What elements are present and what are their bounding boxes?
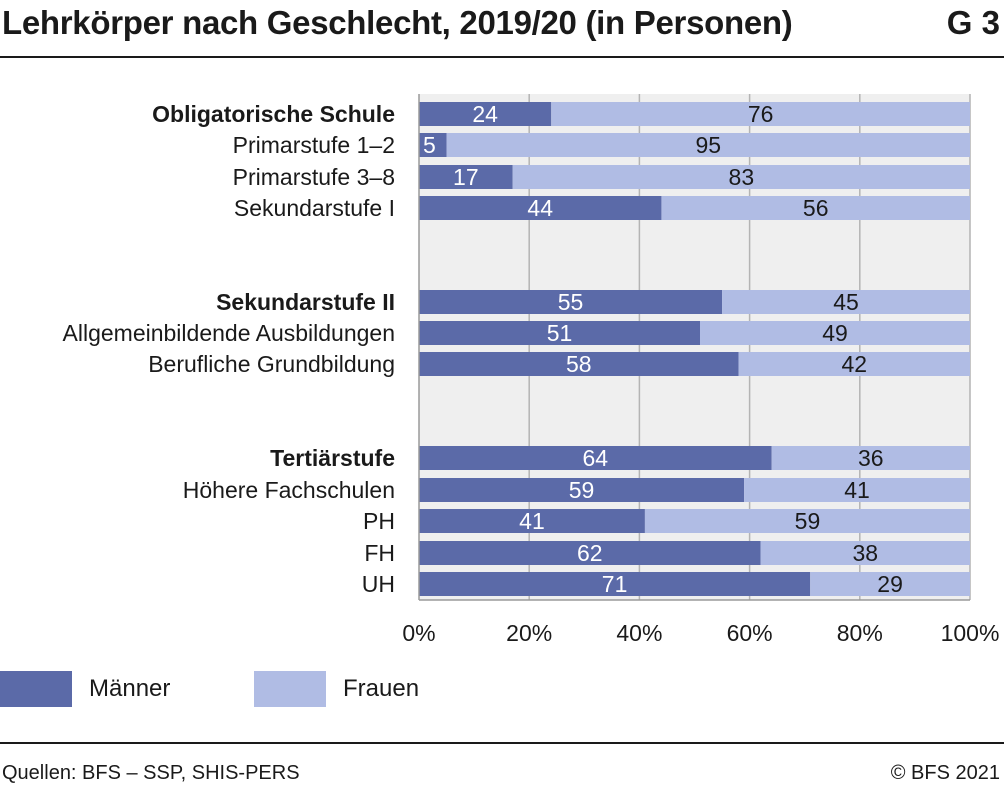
data-label-frauen: 42	[841, 351, 867, 377]
footer-rule	[0, 742, 1004, 744]
bar-segment-frauen	[738, 352, 970, 376]
data-label-maenner: 5	[423, 132, 436, 158]
bar-segment-frauen	[810, 572, 970, 596]
category-label: Primarstufe 3–8	[233, 164, 395, 190]
legend-label-frauen: Frauen	[343, 675, 420, 702]
data-label-maenner: 71	[602, 571, 628, 597]
bar-segment-maenner	[419, 165, 513, 189]
bar-segment-frauen	[661, 196, 970, 220]
bar-segment-frauen	[722, 290, 970, 314]
x-tick-label: 0%	[402, 620, 435, 646]
data-label-frauen: 49	[822, 320, 848, 346]
legend-label-maenner: Männer	[89, 675, 171, 702]
x-tick-label: 40%	[616, 620, 662, 646]
bar-segment-maenner	[419, 352, 739, 376]
bar-segment-maenner	[419, 133, 447, 157]
x-tick-label: 60%	[727, 620, 773, 646]
data-label-maenner: 24	[472, 101, 498, 127]
category-label: Tertiärstufe	[270, 445, 395, 471]
bar-segment-frauen	[512, 165, 970, 189]
data-label-maenner: 44	[527, 195, 553, 221]
category-label: Obligatorische Schule	[152, 101, 395, 127]
category-label: FH	[364, 540, 395, 566]
data-label-frauen: 38	[853, 540, 879, 566]
bar-segment-maenner	[419, 509, 645, 533]
chart-code: G 3	[946, 4, 1000, 41]
bar-segment-maenner	[419, 478, 745, 502]
bar-chart: 0% 20% 40% 60% 80% 100% Obligatorische Schule 2…	[63, 94, 1000, 646]
category-label: Allgemeinbildende Ausbildungen	[63, 320, 395, 346]
bar-segment-maenner	[419, 196, 662, 220]
data-label-frauen: 36	[858, 445, 884, 471]
bar-segment-frauen	[446, 133, 970, 157]
x-tick-label: 20%	[506, 620, 552, 646]
bar-segment-frauen	[771, 446, 970, 470]
data-label-maenner: 17	[453, 164, 479, 190]
data-label-maenner: 64	[583, 445, 609, 471]
legend-swatch-maenner	[0, 671, 72, 707]
bar-segment-frauen	[760, 541, 970, 565]
category-label: Höhere Fachschulen	[183, 477, 395, 503]
data-label-maenner: 58	[566, 351, 592, 377]
bar-segment-frauen	[551, 102, 970, 126]
data-label-frauen: 95	[695, 132, 721, 158]
data-label-maenner: 59	[569, 477, 595, 503]
category-label: PH	[363, 508, 395, 534]
x-tick-label: 80%	[837, 620, 883, 646]
copyright-note: © BFS 2021	[890, 762, 1000, 784]
category-label: UH	[362, 571, 395, 597]
data-label-maenner: 41	[519, 508, 545, 534]
category-label: Berufliche Grundbildung	[148, 351, 395, 377]
header-rule	[0, 56, 1004, 58]
bar-segment-maenner	[419, 290, 723, 314]
bar-segment-maenner	[419, 321, 701, 345]
data-label-frauen: 59	[795, 508, 821, 534]
data-label-maenner: 62	[577, 540, 603, 566]
data-label-frauen: 76	[748, 101, 774, 127]
bar-segment-frauen	[744, 478, 970, 502]
data-label-maenner: 51	[547, 320, 573, 346]
data-label-frauen: 41	[844, 477, 870, 503]
bar-segment-maenner	[419, 102, 552, 126]
bar-segment-frauen	[700, 321, 970, 345]
source-note: Quellen: BFS – SSP, SHIS-PERS	[2, 762, 300, 784]
data-label-maenner: 55	[558, 289, 584, 315]
data-label-frauen: 83	[729, 164, 755, 190]
legend-swatch-frauen	[254, 671, 326, 707]
x-tick-label: 100%	[941, 620, 1000, 646]
bar-segment-maenner	[419, 541, 761, 565]
bar-segment-maenner	[419, 572, 811, 596]
bar-segment-maenner	[419, 446, 772, 470]
category-label: Sekundarstufe I	[234, 195, 395, 221]
category-label: Primarstufe 1–2	[233, 132, 395, 158]
category-label: Sekundarstufe II	[216, 289, 395, 315]
chart-title: Lehrkörper nach Geschlecht, 2019/20 (in …	[2, 4, 793, 41]
bar-segment-frauen	[644, 509, 970, 533]
data-label-frauen: 29	[877, 571, 903, 597]
data-label-frauen: 45	[833, 289, 859, 315]
data-label-frauen: 56	[803, 195, 829, 221]
